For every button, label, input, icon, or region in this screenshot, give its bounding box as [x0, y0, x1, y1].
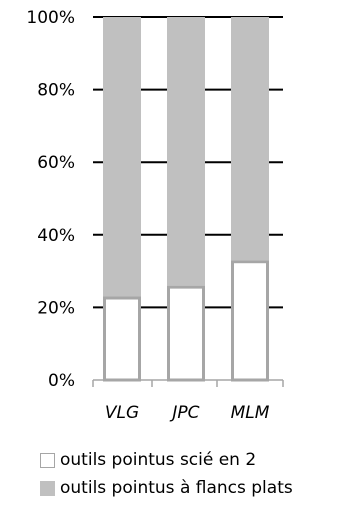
bars — [103, 17, 269, 382]
x-label-JPC: JPC — [169, 403, 199, 423]
axes — [92, 379, 284, 387]
bar-VLG-flat — [103, 17, 141, 297]
y-tick-label-1: 20% — [37, 298, 75, 318]
y-tick-label-0: 0% — [48, 371, 75, 391]
bar-JPC-flat — [167, 17, 205, 286]
bar-VLG-sawn — [103, 296, 141, 382]
y-tick-label-2: 40% — [37, 226, 75, 246]
x-label-VLG: VLG — [105, 403, 139, 423]
y-tick-labels: 0% 20% 40% 60% 80% 100% — [26, 8, 75, 391]
y-tick-label-5: 100% — [26, 8, 75, 28]
bar-MLM-sawn — [231, 260, 269, 382]
legend-swatch-flat — [40, 480, 55, 496]
x-category-labels: VLG JPC MLM — [105, 403, 270, 423]
legend-item-flat: outils pointus à flancs plats — [40, 474, 293, 502]
bar-MLM-flat — [231, 17, 269, 261]
bar-JPC-sawn — [167, 285, 205, 382]
legend-label-sawn: outils pointus scié en 2 — [60, 450, 257, 470]
y-tick-label-4: 80% — [37, 81, 75, 101]
y-tick-label-3: 60% — [37, 153, 75, 173]
legend-swatch-sawn — [40, 452, 55, 468]
legend-item-sawn: outils pointus scié en 2 — [40, 446, 293, 474]
legend: outils pointus scié en 2 outils pointus … — [40, 446, 293, 502]
x-label-MLM: MLM — [231, 403, 270, 423]
legend-label-flat: outils pointus à flancs plats — [60, 478, 293, 498]
